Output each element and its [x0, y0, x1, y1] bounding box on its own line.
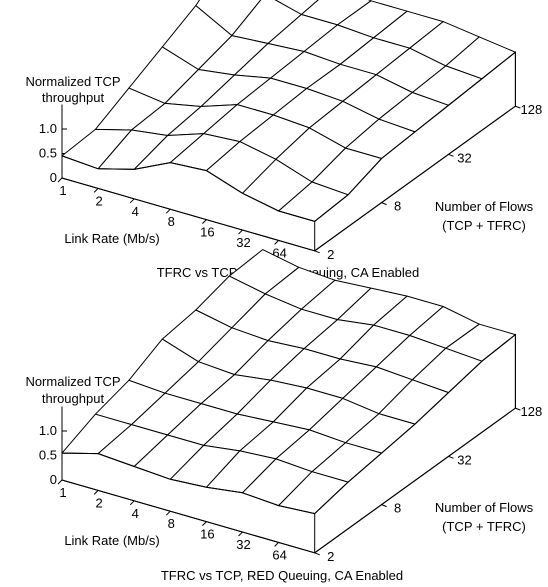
chart-droptail: TFRC vs TCP, DropTail Queuing, CA Enable…	[25, 0, 542, 280]
y-axis-label-line2: (TCP + TFRC)	[442, 218, 526, 233]
x-tick-label: 2	[95, 193, 102, 208]
surface-side-edge	[347, 158, 382, 196]
x-tick	[238, 229, 243, 235]
y-tick	[515, 407, 521, 411]
x-tick	[202, 521, 207, 526]
surface-front-edge	[170, 162, 207, 172]
x-tick	[274, 240, 279, 245]
x-axis-line	[61, 479, 315, 554]
y-tick	[381, 202, 387, 206]
surface-side-edge	[381, 423, 416, 454]
y-tick-label: 8	[394, 501, 401, 516]
surface-front-edge	[170, 478, 207, 488]
y-tick	[448, 153, 454, 157]
surface-side-edge	[414, 104, 449, 133]
surface-front-edge	[206, 170, 243, 194]
surface-front-edge	[278, 505, 315, 515]
surface-side-edge	[381, 131, 416, 159]
x-tick-label: 1	[59, 485, 66, 500]
y-tick-label: 32	[457, 150, 471, 165]
x-tick	[129, 500, 135, 506]
x-tick-label: 8	[168, 214, 175, 229]
y-tick	[448, 455, 454, 459]
x-tick	[93, 490, 99, 495]
x-tick-label: 32	[236, 537, 250, 552]
x-tick	[57, 177, 63, 183]
surface-front-edge	[61, 452, 99, 455]
x-tick	[165, 510, 171, 516]
chart-red: TFRC vs TCP, RED Queuing, CA Enabled Nor…	[25, 249, 543, 583]
surface-front-edge	[278, 210, 315, 222]
z-axis-label-line1: Normalized TCP	[25, 74, 120, 89]
y-tick-label: 8	[394, 199, 401, 214]
z-tick-label: 1.0	[39, 121, 57, 136]
x-tick	[238, 531, 243, 537]
y-tick-label: 128	[521, 102, 543, 117]
x-tick	[93, 188, 99, 193]
x-axis-label: Link Rate (Mb/s)	[64, 533, 159, 548]
surface-front-edge	[206, 486, 243, 494]
x-axis-line	[61, 177, 315, 252]
surface-side-edge	[448, 360, 483, 393]
y-axis-label-line1: Number of Flows	[435, 500, 534, 515]
surface-side-edge	[448, 78, 483, 106]
surface-side-edge	[347, 452, 382, 483]
y-tick-label: 32	[457, 452, 471, 467]
x-tick	[165, 208, 171, 214]
z-axis-label-line2: throughput	[42, 90, 105, 105]
surface-side-edge	[414, 392, 449, 425]
y-tick-label: 2	[327, 247, 334, 262]
x-tick	[129, 198, 135, 204]
y-axis-line	[314, 105, 516, 252]
y-tick	[515, 105, 521, 109]
z-tick-label: 1.0	[39, 423, 57, 438]
x-axis-label: Link Rate (Mb/s)	[64, 231, 159, 246]
x-tick-label: 64	[272, 547, 286, 562]
z-tick-label: 0	[50, 472, 57, 487]
y-tick	[314, 552, 320, 556]
y-tick	[381, 504, 387, 508]
x-tick-label: 16	[200, 225, 214, 240]
x-tick-label: 4	[132, 506, 139, 521]
x-tick-label: 8	[168, 516, 175, 531]
surface-front-edge	[134, 162, 171, 170]
z-tick-label: 0	[50, 170, 57, 185]
surface-front-edge	[242, 192, 279, 212]
surface-front-edge	[61, 155, 99, 170]
x-tick	[274, 542, 279, 547]
x-tick-label: 16	[200, 527, 214, 542]
y-axis-label-line2: (TCP + TFRC)	[442, 519, 526, 534]
x-tick-label: 32	[236, 235, 250, 250]
x-tick-label: 1	[59, 183, 66, 198]
x-tick-label: 4	[132, 204, 139, 219]
surface-front-edge	[97, 453, 135, 467]
z-axis-label-line1: Normalized TCP	[25, 374, 120, 389]
y-axis-line	[314, 407, 516, 554]
y-tick	[314, 250, 320, 254]
x-tick	[57, 479, 63, 485]
z-tick-label: 0.5	[39, 448, 57, 463]
surface-side-edge	[314, 194, 349, 222]
y-axis-label-line1: Number of Flows	[435, 199, 534, 214]
y-tick-label: 2	[327, 549, 334, 564]
x-tick-label: 2	[95, 495, 102, 510]
surface-front-edge	[242, 492, 279, 507]
surface-front-edge	[98, 168, 135, 170]
x-tick	[202, 219, 207, 224]
chart-title: TFRC vs TCP, RED Queuing, CA Enabled	[161, 568, 403, 583]
surface-side-edge	[481, 51, 516, 80]
surface-front-edge	[134, 466, 171, 480]
surface-side-edge	[481, 334, 516, 362]
z-axis-label-line2: throughput	[42, 391, 105, 406]
y-tick-label: 128	[521, 404, 543, 419]
surface-side-edge	[314, 481, 349, 514]
z-tick-label: 0.5	[39, 146, 57, 161]
